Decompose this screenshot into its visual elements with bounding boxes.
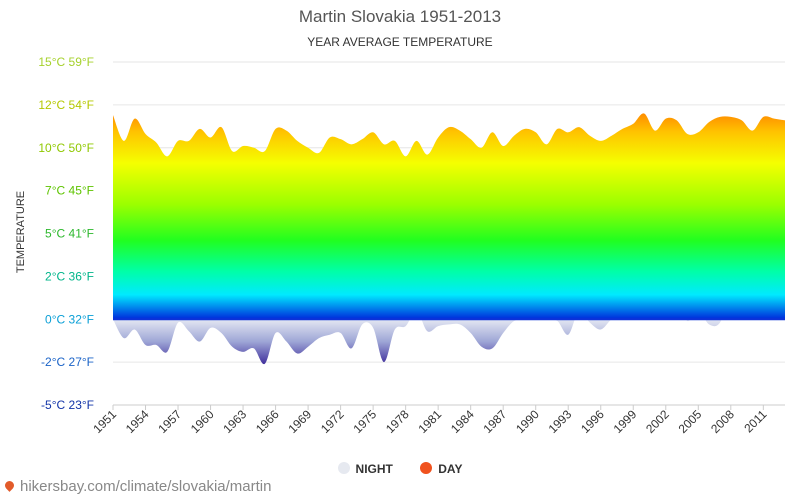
y-tick-label: 15°C 59°F	[38, 55, 94, 69]
x-tick-label: 1975	[350, 407, 379, 436]
y-tick-label: -2°C 27°F	[41, 355, 94, 369]
axes	[112, 404, 785, 410]
x-tick-label: 2008	[708, 407, 737, 436]
legend-night-swatch	[337, 462, 350, 474]
y-axis-label: TEMPERATURE	[15, 190, 27, 274]
y-tick-label: 5°C 41°F	[45, 227, 94, 241]
x-tick-label: 1969	[285, 407, 314, 436]
y-tick-label: 7°C 45°F	[45, 184, 94, 198]
chart-subtitle: YEAR AVERAGE TEMPERATURE	[307, 35, 493, 49]
x-tick-label: 2005	[676, 407, 705, 436]
map-pin-icon	[3, 479, 16, 492]
y-tick-label: 12°C 54°F	[38, 98, 94, 112]
x-tick-label: 1981	[416, 407, 445, 436]
legend: NIGHT DAY	[0, 462, 800, 476]
x-tick-label: 1966	[253, 407, 282, 436]
legend-night-label: NIGHT	[355, 462, 393, 476]
legend-day-label: DAY	[438, 462, 463, 476]
x-tick-label: 1978	[383, 407, 412, 436]
legend-item-night[interactable]: NIGHT	[337, 462, 393, 476]
x-tick-label: 1963	[220, 407, 249, 436]
y-tick-label: 10°C 50°F	[38, 141, 94, 155]
x-tick-label: 1972	[318, 407, 347, 436]
x-tick-label: 2002	[643, 407, 672, 436]
y-tick-label: 2°C 36°F	[45, 269, 94, 283]
x-tick-label: 1999	[611, 407, 640, 436]
x-tick-label: 1987	[481, 407, 510, 436]
x-tick-label: 1990	[513, 407, 542, 436]
source-footer[interactable]: hikersbay.com/climate/slovakia/martin	[3, 478, 272, 495]
x-tick-label: 1993	[546, 407, 575, 436]
area-series	[113, 113, 785, 365]
x-tick-label: 1954	[123, 407, 152, 436]
legend-item-day[interactable]: DAY	[420, 462, 462, 476]
day-series-area[interactable]	[113, 113, 785, 320]
x-tick-label: 1960	[188, 407, 217, 436]
source-link[interactable]: hikersbay.com/climate/slovakia/martin	[20, 478, 272, 495]
x-tick-label: 2011	[741, 407, 769, 435]
chart-title: Martin Slovakia 1951-2013	[298, 7, 502, 26]
x-tick-label: 1951	[90, 407, 119, 436]
x-tick-label: 1957	[155, 407, 184, 436]
night-series-area[interactable]	[113, 291, 785, 365]
y-tick-label: -5°C 23°F	[41, 398, 94, 412]
x-tick-label: 1996	[578, 407, 607, 436]
x-tick-label: 1984	[448, 407, 477, 436]
y-tick-label: 0°C 32°F	[45, 312, 94, 326]
legend-day-swatch	[420, 462, 433, 474]
